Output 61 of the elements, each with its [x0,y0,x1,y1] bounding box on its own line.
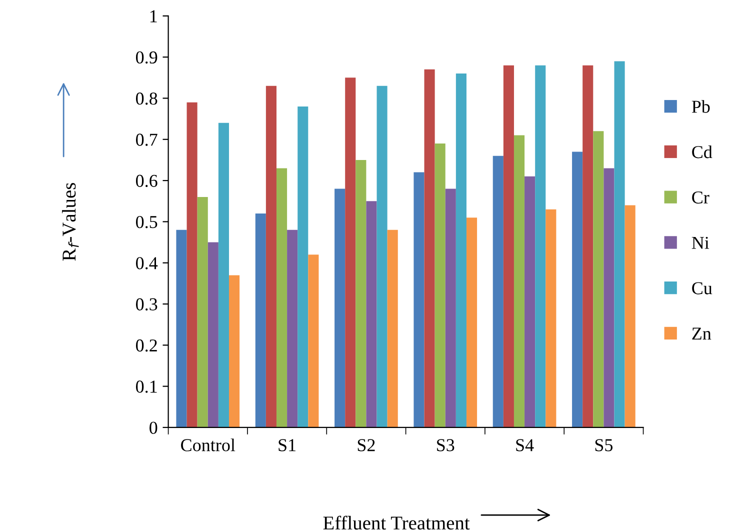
bar [387,230,398,428]
y-tick-label: 0.2 [136,339,157,352]
bar [546,209,556,428]
legend-label: Zn [692,328,712,340]
bar [287,230,298,428]
bar [414,172,424,428]
bar [572,152,583,428]
bar [176,230,187,428]
x-tick-label: Control [181,438,236,452]
bar [276,168,288,428]
y-tick-label: 0.7 [136,134,158,146]
y-tick-label: 1 [150,10,157,22]
bar [298,106,308,428]
bar [604,168,614,428]
bar [376,86,388,428]
bar [445,188,456,428]
bar [228,275,240,428]
y-tick-label: 0 [150,422,158,434]
x-tick-label: S2 [358,439,375,452]
bar [624,205,636,428]
legend-label: Pb [692,100,710,113]
bar [466,218,478,428]
bar [456,74,466,428]
legend-label: Cd [692,146,712,158]
bar [345,78,356,428]
x-axis-title: Effluent Treatment [323,516,470,530]
bar [582,65,594,428]
y-tick-label: 0.3 [136,298,158,311]
y-tick-label: 0.5 [136,216,158,228]
bar [255,213,266,428]
bar [492,156,504,428]
bar [266,86,276,428]
bar [218,122,229,428]
bar [424,69,435,428]
legend-label: Cr [692,191,710,204]
bar [614,61,625,428]
y-axis-title: R$_{f}$-Values [62,183,79,261]
bar [197,197,208,428]
bar [366,201,377,428]
bar [186,102,198,428]
bar [208,242,218,428]
y-tick-label: 0.1 [136,380,157,393]
bar [524,176,536,428]
bar [434,144,446,428]
bar [356,160,366,428]
bar [535,65,546,428]
bar [593,131,604,428]
bar [503,65,514,428]
x-tick-label: S1 [278,439,296,452]
legend-label: Ni [692,236,710,249]
bar [334,188,346,428]
x-tick-label: S5 [595,439,613,452]
y-tick-label: 0.6 [136,174,158,188]
y-tick-label: 0.9 [136,51,158,64]
y-tick-label: 0.8 [136,92,158,105]
legend-label: Cu [692,282,712,294]
x-tick-label: S4 [516,439,534,452]
bar [514,135,525,428]
y-tick-label: 0.4 [136,257,158,270]
bar [308,254,319,428]
x-tick-label: S3 [437,439,454,452]
